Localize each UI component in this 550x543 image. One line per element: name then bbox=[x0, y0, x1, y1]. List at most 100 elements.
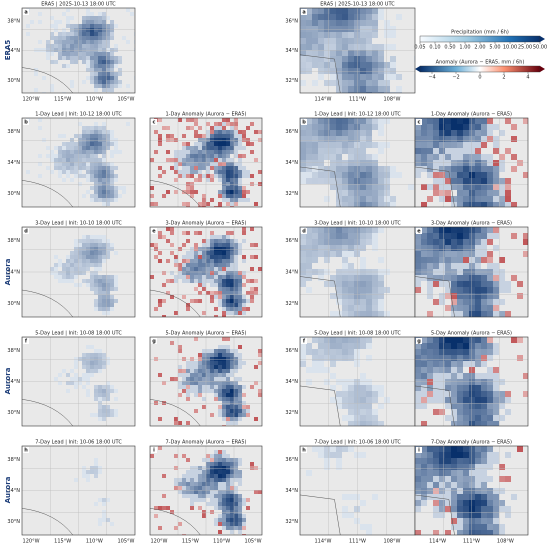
field-cell bbox=[318, 44, 324, 50]
field-cell bbox=[90, 166, 94, 170]
field-cell bbox=[300, 124, 306, 130]
field-cell bbox=[433, 391, 439, 397]
field-cell bbox=[202, 385, 206, 389]
field-cell bbox=[372, 160, 378, 166]
field-cell bbox=[118, 72, 122, 76]
field-cell bbox=[499, 299, 505, 305]
field-cell bbox=[318, 355, 324, 361]
field-cell bbox=[234, 409, 238, 413]
field-cell bbox=[451, 361, 457, 367]
field-cell bbox=[238, 190, 242, 194]
field-cell bbox=[384, 311, 390, 317]
field-cell bbox=[306, 124, 312, 130]
field-cell bbox=[198, 393, 202, 397]
field-cell bbox=[198, 271, 202, 275]
field-cell bbox=[158, 373, 162, 377]
field-cell bbox=[511, 154, 517, 160]
field-cell bbox=[238, 361, 242, 365]
field-cell bbox=[427, 337, 433, 343]
field-cell bbox=[46, 166, 50, 170]
field-cell bbox=[210, 255, 214, 259]
field-cell bbox=[463, 518, 469, 524]
field-cell bbox=[354, 74, 360, 80]
field-cell bbox=[186, 239, 190, 243]
field-cell bbox=[82, 251, 86, 255]
field-cell bbox=[174, 263, 178, 267]
field-cell bbox=[421, 385, 427, 391]
field-cell bbox=[78, 251, 82, 255]
field-cell bbox=[360, 311, 366, 317]
field-cell bbox=[198, 154, 202, 158]
field-cell bbox=[234, 417, 238, 421]
field-cell bbox=[226, 417, 230, 421]
field-cell bbox=[457, 458, 463, 464]
field-cell bbox=[242, 409, 246, 413]
field-cell bbox=[234, 506, 238, 510]
field-cell bbox=[86, 279, 90, 283]
lon-label: 115°W bbox=[54, 97, 71, 103]
field-cell bbox=[174, 482, 178, 486]
field-cell bbox=[62, 263, 66, 267]
letter-box bbox=[151, 228, 157, 234]
field-cell bbox=[94, 52, 98, 56]
field-cell bbox=[469, 166, 475, 172]
field-cell bbox=[493, 488, 499, 494]
field-cell bbox=[306, 245, 312, 251]
field-cell bbox=[110, 186, 114, 190]
field-cell bbox=[445, 367, 451, 373]
field-cell bbox=[210, 247, 214, 251]
field-cell bbox=[246, 291, 250, 295]
field-cell bbox=[194, 162, 198, 166]
field-cell bbox=[210, 174, 214, 178]
field-cell bbox=[230, 295, 234, 299]
field-cell bbox=[226, 526, 230, 530]
field-cell bbox=[481, 190, 487, 196]
field-cell bbox=[198, 498, 202, 502]
field-cell bbox=[300, 172, 306, 178]
field-cell bbox=[206, 166, 210, 170]
field-cell bbox=[86, 235, 90, 239]
field-cell bbox=[90, 279, 94, 283]
field-cell bbox=[234, 518, 238, 522]
field-cell bbox=[186, 397, 190, 401]
field-cell bbox=[366, 275, 372, 281]
field-cell bbox=[110, 178, 114, 182]
field-cell bbox=[250, 227, 254, 231]
field-cell bbox=[378, 172, 384, 178]
field-cell bbox=[218, 162, 222, 166]
field-cell bbox=[433, 154, 439, 160]
field-cell bbox=[238, 405, 242, 409]
field-cell bbox=[50, 154, 54, 158]
field-cell bbox=[230, 353, 234, 357]
field-cell bbox=[360, 227, 366, 233]
field-cell bbox=[154, 202, 158, 206]
field-cell bbox=[218, 397, 222, 401]
field-cell bbox=[198, 263, 202, 267]
field-cell bbox=[98, 303, 102, 307]
field-cell bbox=[427, 464, 433, 470]
field-cell bbox=[487, 403, 493, 409]
field-cell bbox=[451, 518, 457, 524]
field-cell bbox=[82, 134, 86, 138]
field-cell bbox=[330, 172, 336, 178]
field-cell bbox=[469, 397, 475, 403]
field-cell bbox=[78, 142, 82, 146]
field-cell bbox=[242, 227, 246, 231]
field-cell bbox=[50, 60, 54, 64]
field-cell bbox=[202, 405, 206, 409]
field-cell bbox=[222, 494, 226, 498]
field-cell bbox=[78, 48, 82, 52]
field-cell bbox=[70, 40, 74, 44]
field-cell bbox=[114, 198, 118, 202]
field-cell bbox=[390, 56, 396, 62]
field-cell bbox=[86, 40, 90, 44]
field-cell bbox=[66, 36, 70, 40]
field-cell bbox=[78, 381, 82, 385]
field-cell bbox=[445, 166, 451, 172]
field-cell bbox=[174, 275, 178, 279]
field-cell bbox=[318, 160, 324, 166]
field-cell bbox=[481, 361, 487, 367]
field-cell bbox=[186, 494, 190, 498]
field-cell bbox=[98, 417, 102, 421]
field-cell bbox=[66, 373, 70, 377]
